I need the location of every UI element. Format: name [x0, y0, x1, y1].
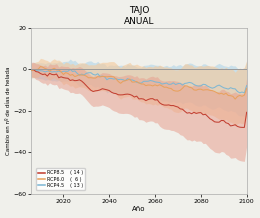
X-axis label: Año: Año: [132, 206, 146, 213]
Legend: RCP8.5    ( 14 ), RCP6.0    (  6 ), RCP4.5    ( 13 ): RCP8.5 ( 14 ), RCP6.0 ( 6 ), RCP4.5 ( 13…: [36, 168, 85, 190]
Title: TAJO
ANUAL: TAJO ANUAL: [124, 5, 154, 26]
Y-axis label: Cambio en nº de días de helada: Cambio en nº de días de helada: [5, 66, 11, 155]
